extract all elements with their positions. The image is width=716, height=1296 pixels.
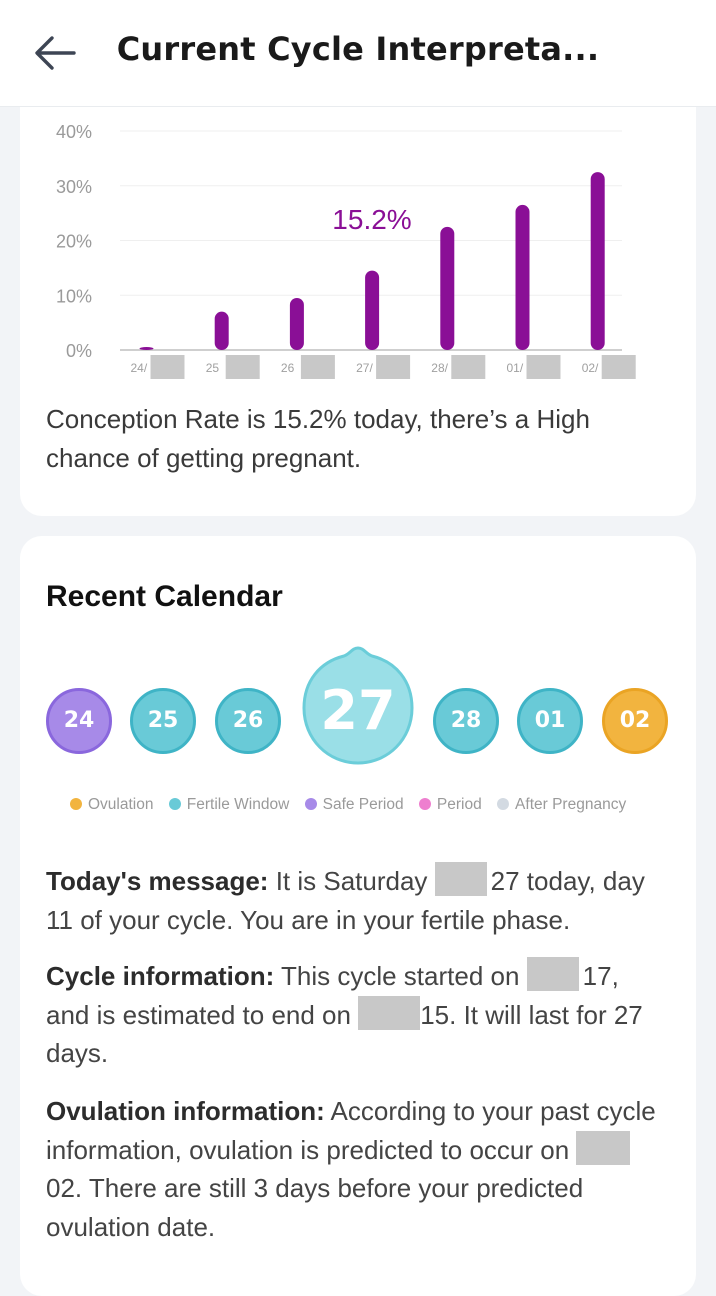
redacted-block [526,957,579,991]
rate-annotation: 15.2% [332,204,411,235]
x-tick-label: 28/ [431,361,448,375]
bar-1 [139,347,154,350]
legend-label: Period [436,796,482,813]
legend-label: Safe Period [322,796,404,813]
ovulation-information: Ovulation information: According to your… [46,1092,666,1246]
redacted-block [358,995,421,1030]
ovulation-information-label: Ovulation information: [46,1096,325,1126]
legend-item-fertile: Fertile Window [168,796,290,814]
message-text: 17, and is estimated to end on [46,961,619,1030]
y-tick-label: 30% [56,177,92,197]
message-text: It is Saturday [268,866,435,896]
legend-item-period: Period [418,796,482,814]
message-text: 27 today, day 11 of your cycle. You are … [46,866,645,935]
back-arrow-icon[interactable] [32,30,78,76]
calendar-day-28[interactable]: 28 [433,688,499,754]
y-tick-label: 40% [56,122,92,142]
bar-6 [515,204,530,350]
top-bar: Current Cycle Interpreta... [0,0,716,107]
bar-4 [365,270,380,350]
legend-item-after-pregnancy: After Pregnancy [497,796,626,814]
calendar-day-02[interactable]: 02 [602,688,668,754]
redacted-block [150,355,185,379]
x-tick-label: 26 [281,361,295,375]
redacted-block [376,355,411,379]
message-text: This cycle started on [274,961,527,991]
today-day-number: 27 [320,679,396,742]
bar-7 [590,172,605,350]
x-tick-label: 25 [206,361,220,375]
bar-2 [214,311,229,350]
bar-3 [289,297,304,350]
redacted-block [601,355,636,379]
safe-dot-icon [304,798,317,810]
conception-rate-text: Conception Rate is 15.2% today, there’s … [46,404,590,473]
calendar-day-01[interactable]: 01 [517,688,583,754]
ovulation-dot-icon [70,798,82,810]
legend-item-safe: Safe Period [304,796,404,814]
conception-rate-card: 0% 10% 20% 30% 40% 24/25 26 27/28/01/02/15.2% C… [20,70,696,516]
legend-label: Ovulation [88,796,154,813]
x-tick-label: 01/ [507,361,524,375]
redacted-block [526,355,561,379]
today-drop-icon [302,646,414,765]
recent-calendar-card: Recent Calendar 24 25 26 27 28 01 02 Ovu… [20,536,696,1296]
x-tick-label: 24/ [131,361,148,375]
message-text: 02. There are still 3 days before your p… [46,1173,584,1242]
legend-item-ovulation: Ovulation [70,796,153,814]
redacted-block [576,1130,631,1165]
cycle-information: Cycle information: This cycle started on… [46,957,666,1073]
calendar-day-today[interactable]: 27 [302,641,414,765]
redacted-block [300,355,335,379]
fertile-dot-icon [168,798,181,810]
y-tick-label: 0% [66,341,92,361]
y-tick-label: 20% [56,232,92,252]
todays-message: Today's message: It is Saturday 27 today… [46,862,666,939]
legend-label: Fertile Window [186,796,290,813]
conception-rate-chart: 0% 10% 20% 30% 40% 24/25 26 27/28/01/02/15.2% [56,122,636,379]
redacted-block [225,355,260,379]
calendar-day-24[interactable]: 24 [46,688,112,754]
message-text: 15. It will last for 27 days. [46,999,643,1069]
y-tick-label: 10% [56,286,92,306]
bar-5 [440,226,455,350]
todays-message-label: Today's message: [46,866,269,896]
calendar-legend: Ovulation Fertile Window Safe Period Per… [70,796,670,814]
period-dot-icon [418,798,431,810]
redacted-block [451,355,486,379]
x-tick-label: 27/ [356,361,373,375]
redacted-block [434,862,487,896]
x-tick-label: 02/ [582,361,599,375]
after-pregnancy-dot-icon [497,798,510,810]
calendar-day-25[interactable]: 25 [130,688,196,754]
calendar-day-26[interactable]: 26 [215,688,281,754]
message-text: According to your past cycle information… [46,1096,656,1165]
section-title: Recent Calendar [46,580,283,613]
page-title: Current Cycle Interpreta... [116,30,600,68]
cycle-information-label: Cycle information: [46,961,275,991]
legend-label: After Pregnancy [515,796,627,813]
